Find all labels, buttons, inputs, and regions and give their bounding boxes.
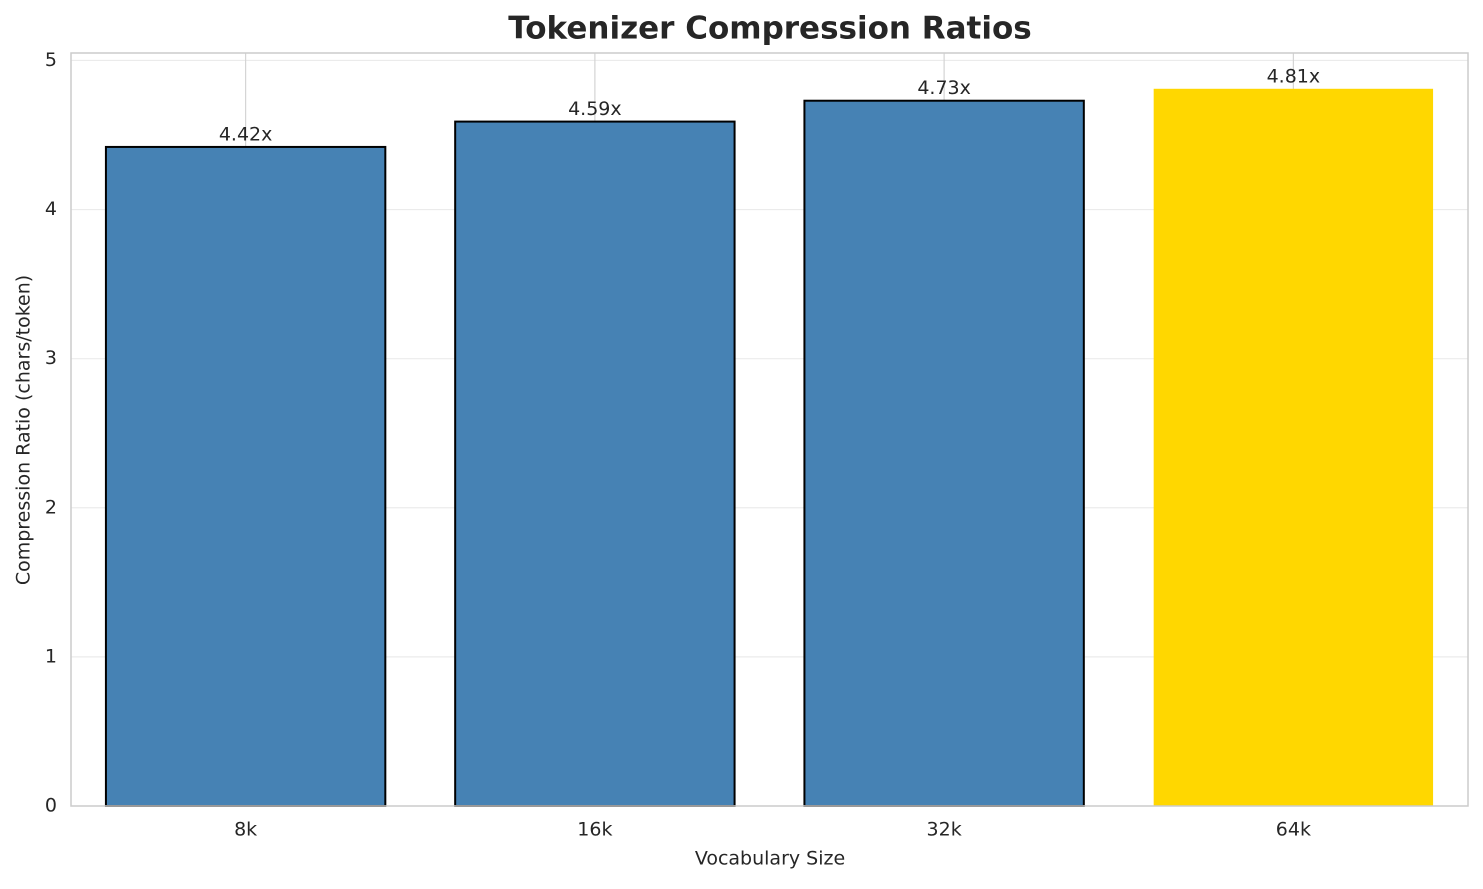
value-label: 4.42x [219,123,273,145]
y-axis-label: Compression Ratio (chars/token) [13,275,35,585]
x-tick-label: 16k [577,819,612,841]
bar [803,99,1085,808]
value-label: 4.81x [1267,65,1321,87]
x-tick-label: 64k [1276,819,1311,841]
value-label: 4.59x [568,98,622,120]
bar [1153,88,1434,807]
value-label: 4.73x [917,77,971,99]
y-tick-label: 0 [45,795,57,817]
y-tick-label: 3 [45,347,57,369]
y-tick-label: 1 [45,645,57,667]
plot-frame [70,52,1469,807]
y-tick-label: 4 [45,198,57,220]
chart-title: Tokenizer Compression Ratios [508,11,1032,47]
y-tick-label: 2 [45,496,57,518]
x-axis-label: Vocabulary Size [695,848,845,870]
bar [454,120,736,808]
bar [104,145,387,808]
y-tick-label: 5 [45,49,57,71]
x-tick-label: 32k [927,819,962,841]
x-tick-label: 8k [234,819,257,841]
